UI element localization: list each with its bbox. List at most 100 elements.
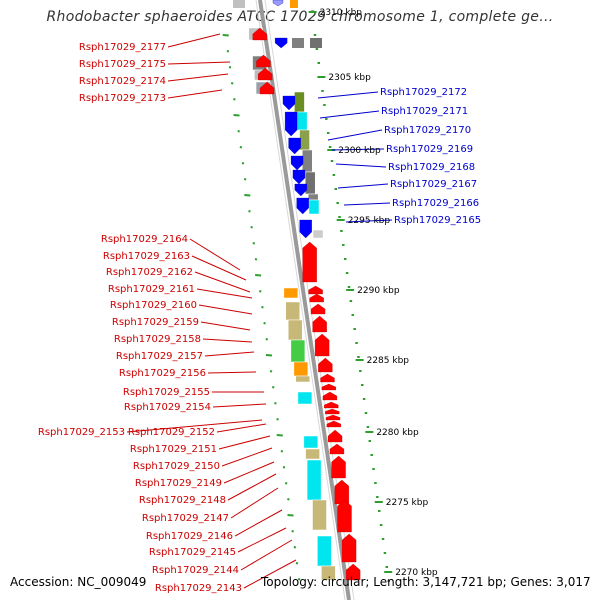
feature-block bbox=[310, 38, 322, 48]
forward-gene-label: Rsph17029_2155 bbox=[123, 387, 210, 398]
inner-ruler-tick bbox=[284, 482, 288, 485]
kbp-label: 2290 kbp bbox=[357, 286, 400, 296]
forward-gene-label: Rsph17029_2146 bbox=[146, 531, 233, 542]
forward-gene-arrow bbox=[302, 241, 317, 283]
outer-ruler-ticks bbox=[308, 11, 393, 582]
inner-ruler-tick bbox=[244, 194, 251, 197]
kbp-label: 2275 kbp bbox=[386, 498, 429, 508]
feature-block bbox=[294, 91, 305, 113]
inner-ruler-tick bbox=[265, 338, 269, 341]
feature-block bbox=[292, 38, 304, 48]
inner-ruler-ticks bbox=[222, 34, 301, 581]
forward-gene-label: Rsph17029_2157 bbox=[116, 351, 203, 362]
forward-gene-label: Rsph17029_2164 bbox=[101, 234, 188, 245]
forward-gene-label: Rsph17029_2144 bbox=[152, 565, 239, 576]
forward-gene-arrow bbox=[345, 563, 361, 581]
reverse-gene-label: Rsph17029_2166 bbox=[392, 198, 479, 209]
gene-track bbox=[252, 0, 361, 581]
forward-gene-label: Rsph17029_2154 bbox=[124, 402, 211, 413]
leader-line bbox=[331, 148, 385, 151]
feature-block bbox=[312, 229, 324, 239]
inner-ruler-tick bbox=[297, 578, 301, 581]
forward-gene-label: Rsph17029_2151 bbox=[130, 444, 217, 455]
kbp-label: 2305 kbp bbox=[328, 73, 371, 83]
kbp-label: 2270 kbp bbox=[395, 568, 438, 578]
forward-gene-label: Rsph17029_2173 bbox=[79, 93, 166, 104]
reverse-gene-label: Rsph17029_2171 bbox=[381, 106, 468, 117]
leader-line bbox=[167, 89, 223, 99]
leader-line bbox=[196, 288, 253, 299]
reverse-gene-label: Rsph17029_2165 bbox=[394, 215, 481, 226]
forward-gene-arrow bbox=[314, 333, 330, 357]
inner-ruler-tick bbox=[248, 210, 251, 213]
forward-gene-arrow bbox=[252, 27, 267, 41]
feature-block bbox=[304, 171, 316, 195]
feature-block bbox=[317, 535, 332, 567]
forward-gene-label: Rsph17029_2149 bbox=[135, 478, 222, 489]
leader-line bbox=[194, 271, 251, 293]
leader-line bbox=[237, 527, 287, 553]
forward-gene-arrow bbox=[341, 533, 357, 563]
leader-line bbox=[335, 163, 387, 168]
forward-gene-label: Rsph17029_2174 bbox=[79, 76, 166, 87]
forward-gene-arrow bbox=[256, 54, 271, 68]
inner-ruler-tick bbox=[272, 386, 275, 389]
forward-gene-arrow bbox=[331, 455, 346, 479]
reverse-gene-arrow bbox=[272, 0, 284, 7]
kbp-labels: 2310 kbp 2305 kbp 2300 kbp 2295 kbp 2290 kbp… bbox=[320, 8, 438, 578]
inner-ruler-tick bbox=[230, 82, 234, 85]
feature-block bbox=[285, 301, 301, 321]
kbp-label: 2285 kbp bbox=[367, 356, 410, 366]
leader-line bbox=[189, 238, 241, 271]
forward-gene-label: Rsph17029_2160 bbox=[110, 300, 197, 311]
feature-block bbox=[293, 361, 309, 377]
backbone-line bbox=[258, 0, 351, 600]
leader-line bbox=[337, 183, 389, 189]
reverse-gene-arrow bbox=[284, 111, 298, 137]
forward-gene-label: Rsph17029_2148 bbox=[139, 495, 226, 506]
leader-line bbox=[167, 61, 231, 65]
forward-gene-arrow bbox=[312, 315, 327, 333]
inner-ruler-tick bbox=[250, 226, 253, 229]
forward-gene-label: Rsph17029_2163 bbox=[103, 251, 190, 262]
forward-gene-arrow bbox=[321, 383, 336, 391]
kbp-label: 2295 kbp bbox=[348, 216, 391, 226]
forward-gene-arrow bbox=[325, 408, 340, 415]
inner-ruler-tick bbox=[233, 98, 236, 101]
feature-block bbox=[290, 0, 298, 8]
reverse-gene-label: Rsph17029_2168 bbox=[388, 162, 475, 173]
forward-gene-arrow bbox=[258, 67, 273, 81]
inner-ruler-tick bbox=[228, 66, 232, 69]
feature-block bbox=[296, 111, 308, 131]
forward-gene-label: Rsph17029_2162 bbox=[106, 267, 193, 278]
feature-block bbox=[307, 193, 319, 201]
leader-line bbox=[223, 461, 275, 484]
inner-ruler-tick bbox=[276, 418, 279, 421]
leader-line bbox=[319, 110, 380, 119]
forward-gene-arrow bbox=[320, 373, 335, 383]
inner-ruler-tick bbox=[269, 370, 273, 373]
reverse-gene-label: Rsph17029_2167 bbox=[390, 179, 477, 190]
forward-gene-label: Rsph17029_2177 bbox=[79, 42, 166, 53]
inner-ruler-tick bbox=[261, 306, 264, 309]
forward-gene-arrow bbox=[337, 499, 352, 533]
feature-block bbox=[297, 391, 313, 405]
inner-ruler-tick bbox=[287, 514, 294, 517]
leader-line bbox=[191, 255, 247, 281]
forward-gene-label: Rsph17029_2175 bbox=[79, 59, 166, 70]
label-leader-lines bbox=[126, 33, 393, 589]
feature-block bbox=[312, 499, 327, 531]
forward-gene-arrow bbox=[326, 420, 341, 428]
feature-block bbox=[303, 435, 319, 449]
reverse-gene-arrow bbox=[299, 219, 312, 239]
leader-line bbox=[216, 423, 267, 433]
reverse-gene-label: Rsph17029_2170 bbox=[384, 125, 471, 136]
inner-ruler-tick bbox=[282, 466, 286, 469]
inner-ruler-tick bbox=[243, 178, 247, 181]
topology-text: Topology: circular; Length: 3,147,721 bp… bbox=[261, 575, 591, 589]
forward-gene-arrow bbox=[309, 293, 324, 303]
accession-text: Accession: NC_009049 bbox=[10, 575, 147, 589]
feature-block bbox=[287, 319, 303, 341]
leader-line bbox=[227, 473, 277, 501]
feature-block bbox=[306, 459, 322, 501]
